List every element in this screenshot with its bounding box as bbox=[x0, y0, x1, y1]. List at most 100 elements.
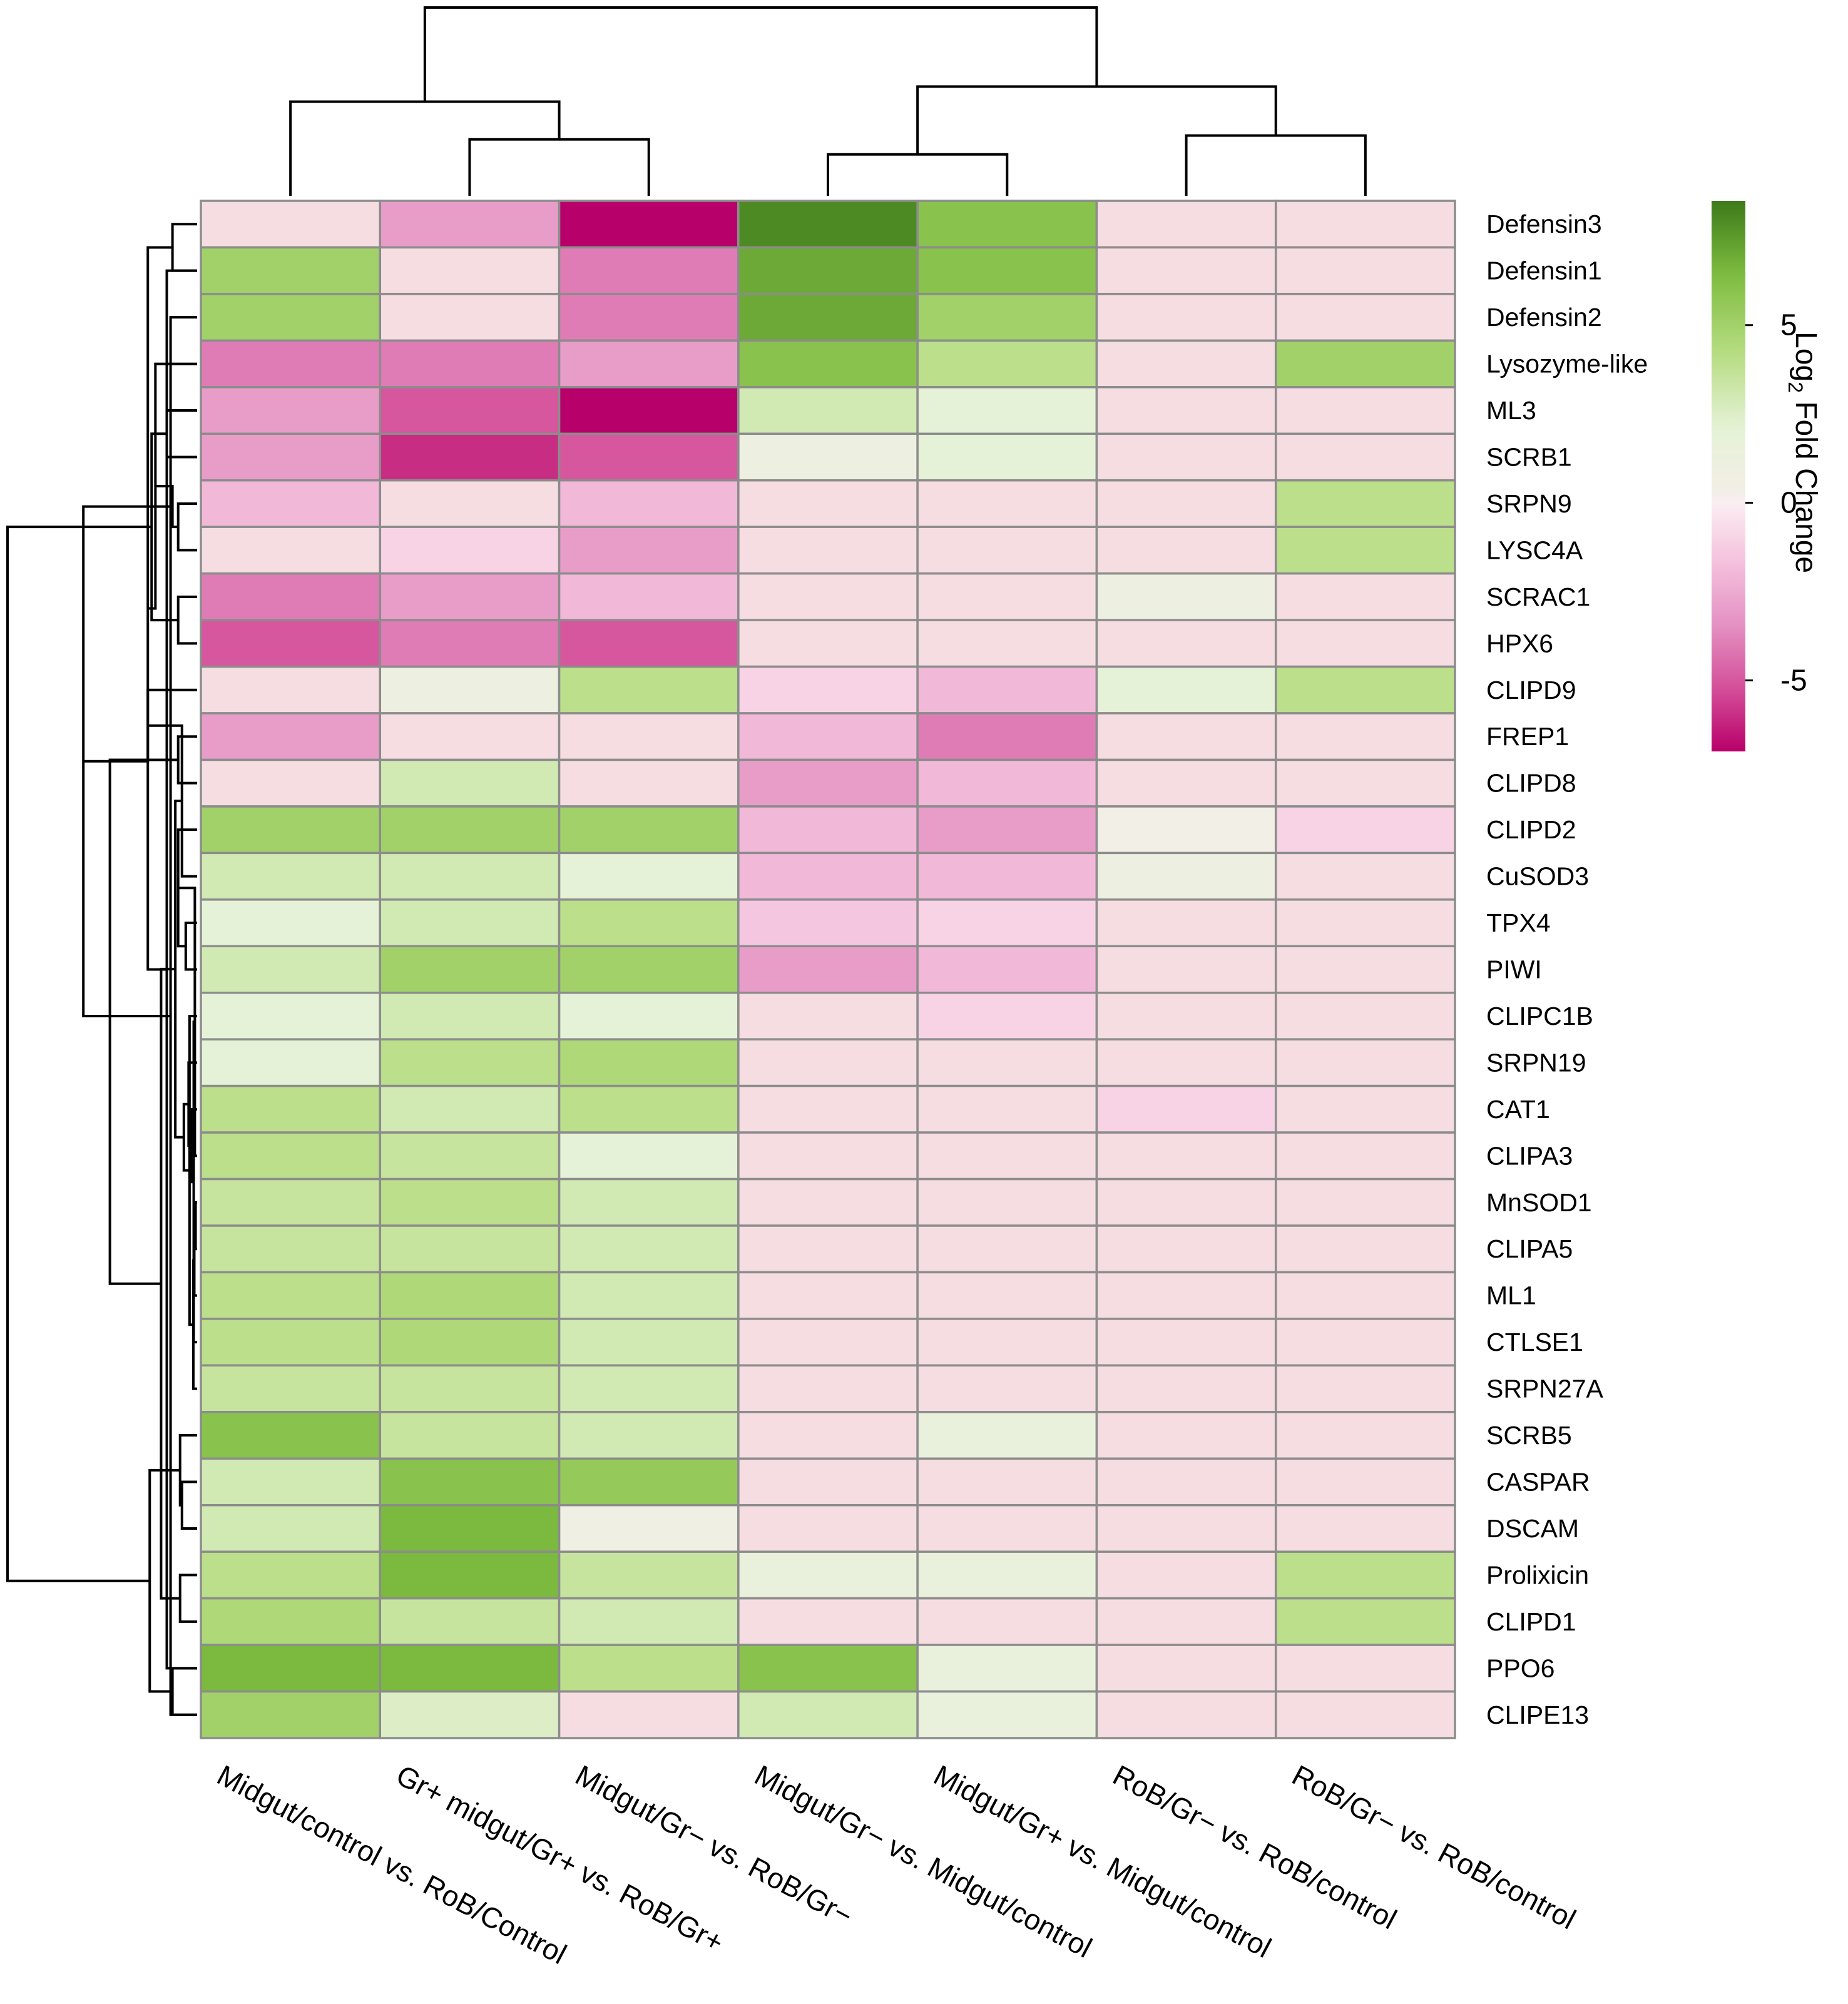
heatmap-cell bbox=[1095, 852, 1277, 901]
heatmap-cell bbox=[1274, 1084, 1456, 1134]
heatmap-cell bbox=[737, 479, 919, 528]
heatmap-cell bbox=[1095, 1038, 1277, 1087]
column-label: RoB/Gr− vs. RoB/control bbox=[1287, 1759, 1581, 1936]
heatmap-cell bbox=[379, 479, 561, 528]
heatmap-cell bbox=[737, 1364, 919, 1413]
heatmap-cell bbox=[916, 1224, 1098, 1274]
heatmap-cell bbox=[379, 1503, 561, 1553]
colorbar-title-main: Log bbox=[1789, 332, 1822, 382]
row-label: CTLSE1 bbox=[1486, 1328, 1583, 1356]
heatmap-cell bbox=[1095, 1364, 1277, 1413]
dendrogram-branch bbox=[176, 502, 197, 552]
heatmap-cell bbox=[1274, 1364, 1456, 1413]
heatmap-cell bbox=[916, 991, 1098, 1040]
heatmap-cell bbox=[1274, 805, 1456, 855]
heatmap-cell bbox=[916, 758, 1098, 808]
colorbar bbox=[1712, 201, 1745, 751]
dendrogram-branch bbox=[423, 6, 1098, 102]
row-label: PIWI bbox=[1486, 955, 1542, 984]
heatmap-cell bbox=[200, 805, 382, 855]
heatmap-cell bbox=[916, 572, 1098, 621]
dendrogram-branch bbox=[194, 1201, 197, 1251]
heatmap-cell bbox=[1095, 665, 1277, 715]
heatmap-cell bbox=[379, 246, 561, 295]
column-label: Midgut/control vs. RoB/Control bbox=[212, 1759, 572, 1971]
row-label: SRPN27A bbox=[1486, 1375, 1604, 1403]
heatmap-cell bbox=[379, 293, 561, 342]
heatmap-cell bbox=[200, 898, 382, 948]
row-label: PPO6 bbox=[1486, 1654, 1554, 1682]
heatmap-cell bbox=[558, 479, 740, 528]
heatmap-cell bbox=[558, 1364, 740, 1413]
row-label: CAT1 bbox=[1486, 1095, 1550, 1124]
heatmap-cell bbox=[379, 805, 561, 855]
heatmap-cell bbox=[379, 1271, 561, 1320]
heatmap-cell bbox=[379, 1411, 561, 1460]
heatmap-cell bbox=[1274, 665, 1456, 715]
colorbar-title-subscript: 2 bbox=[1784, 382, 1807, 393]
heatmap-cell bbox=[1274, 1550, 1456, 1600]
heatmap-cell bbox=[737, 805, 919, 855]
heatmap-cell bbox=[200, 526, 382, 575]
heatmap-cell bbox=[1095, 1271, 1277, 1320]
heatmap-cell bbox=[558, 712, 740, 761]
heatmap-cell bbox=[558, 1690, 740, 1739]
heatmap-cell bbox=[1095, 805, 1277, 855]
heatmap-cell bbox=[558, 1597, 740, 1646]
heatmap-cell bbox=[916, 619, 1098, 668]
heatmap-cell bbox=[737, 1318, 919, 1367]
heatmap-cell bbox=[1095, 526, 1277, 575]
heatmap-cell bbox=[379, 526, 561, 575]
heatmap-cell bbox=[1274, 1644, 1456, 1693]
row-label: CuSOD3 bbox=[1486, 862, 1589, 891]
heatmap-cell bbox=[1095, 898, 1277, 948]
heatmap-cell bbox=[737, 1038, 919, 1087]
row-label: CLIPA3 bbox=[1486, 1141, 1573, 1170]
heatmap-cell bbox=[379, 1131, 561, 1181]
row-label: Lysozyme-like bbox=[1486, 350, 1648, 379]
heatmap-cell bbox=[379, 1038, 561, 1087]
heatmap-cell bbox=[916, 1364, 1098, 1413]
heatmap-cell bbox=[737, 200, 919, 249]
heatmap-cell bbox=[1095, 479, 1277, 528]
heatmap-cell bbox=[737, 665, 919, 715]
heatmap-cell bbox=[916, 1644, 1098, 1693]
heatmap-cell bbox=[200, 945, 382, 994]
heatmap-cell bbox=[916, 712, 1098, 761]
heatmap-cell bbox=[379, 1690, 561, 1739]
heatmap-cell bbox=[737, 386, 919, 435]
colorbar-ticks: 5 0 -5 bbox=[1745, 309, 1807, 697]
heatmap-cell bbox=[1274, 1318, 1456, 1367]
heatmap-cell bbox=[558, 1177, 740, 1227]
row-label: Prolixicin bbox=[1486, 1560, 1589, 1589]
dendrogram-branch bbox=[171, 1667, 197, 1716]
heatmap-cell bbox=[737, 526, 919, 575]
heatmap-cell bbox=[200, 852, 382, 901]
heatmap-cell bbox=[379, 852, 561, 901]
heatmap-cell bbox=[379, 712, 561, 761]
heatmap-cell bbox=[558, 1411, 740, 1460]
heatmap-cell bbox=[1095, 712, 1277, 761]
heatmap-cell bbox=[558, 339, 740, 389]
heatmap-cell bbox=[737, 1271, 919, 1320]
heatmap-cell bbox=[379, 1364, 561, 1413]
heatmap-cell bbox=[379, 991, 561, 1040]
heatmap-cell bbox=[1095, 386, 1277, 435]
heatmap-cell bbox=[558, 246, 740, 295]
heatmap-cell bbox=[1274, 1457, 1456, 1507]
row-label: CLIPE13 bbox=[1486, 1701, 1589, 1729]
heatmap-cell bbox=[200, 339, 382, 389]
heatmap-cell bbox=[916, 945, 1098, 994]
heatmap-cells bbox=[200, 200, 1456, 1739]
heatmap-cell bbox=[737, 1224, 919, 1274]
heatmap-cell bbox=[1274, 852, 1456, 901]
heatmap-cell bbox=[916, 526, 1098, 575]
heatmap-cell bbox=[558, 1084, 740, 1134]
heatmap-cell bbox=[1274, 991, 1456, 1040]
heatmap-cell bbox=[200, 712, 382, 761]
heatmap-cell bbox=[200, 1224, 382, 1274]
heatmap-cell bbox=[737, 945, 919, 994]
heatmap-cell bbox=[1095, 1411, 1277, 1460]
row-label: Defensin3 bbox=[1486, 210, 1602, 238]
